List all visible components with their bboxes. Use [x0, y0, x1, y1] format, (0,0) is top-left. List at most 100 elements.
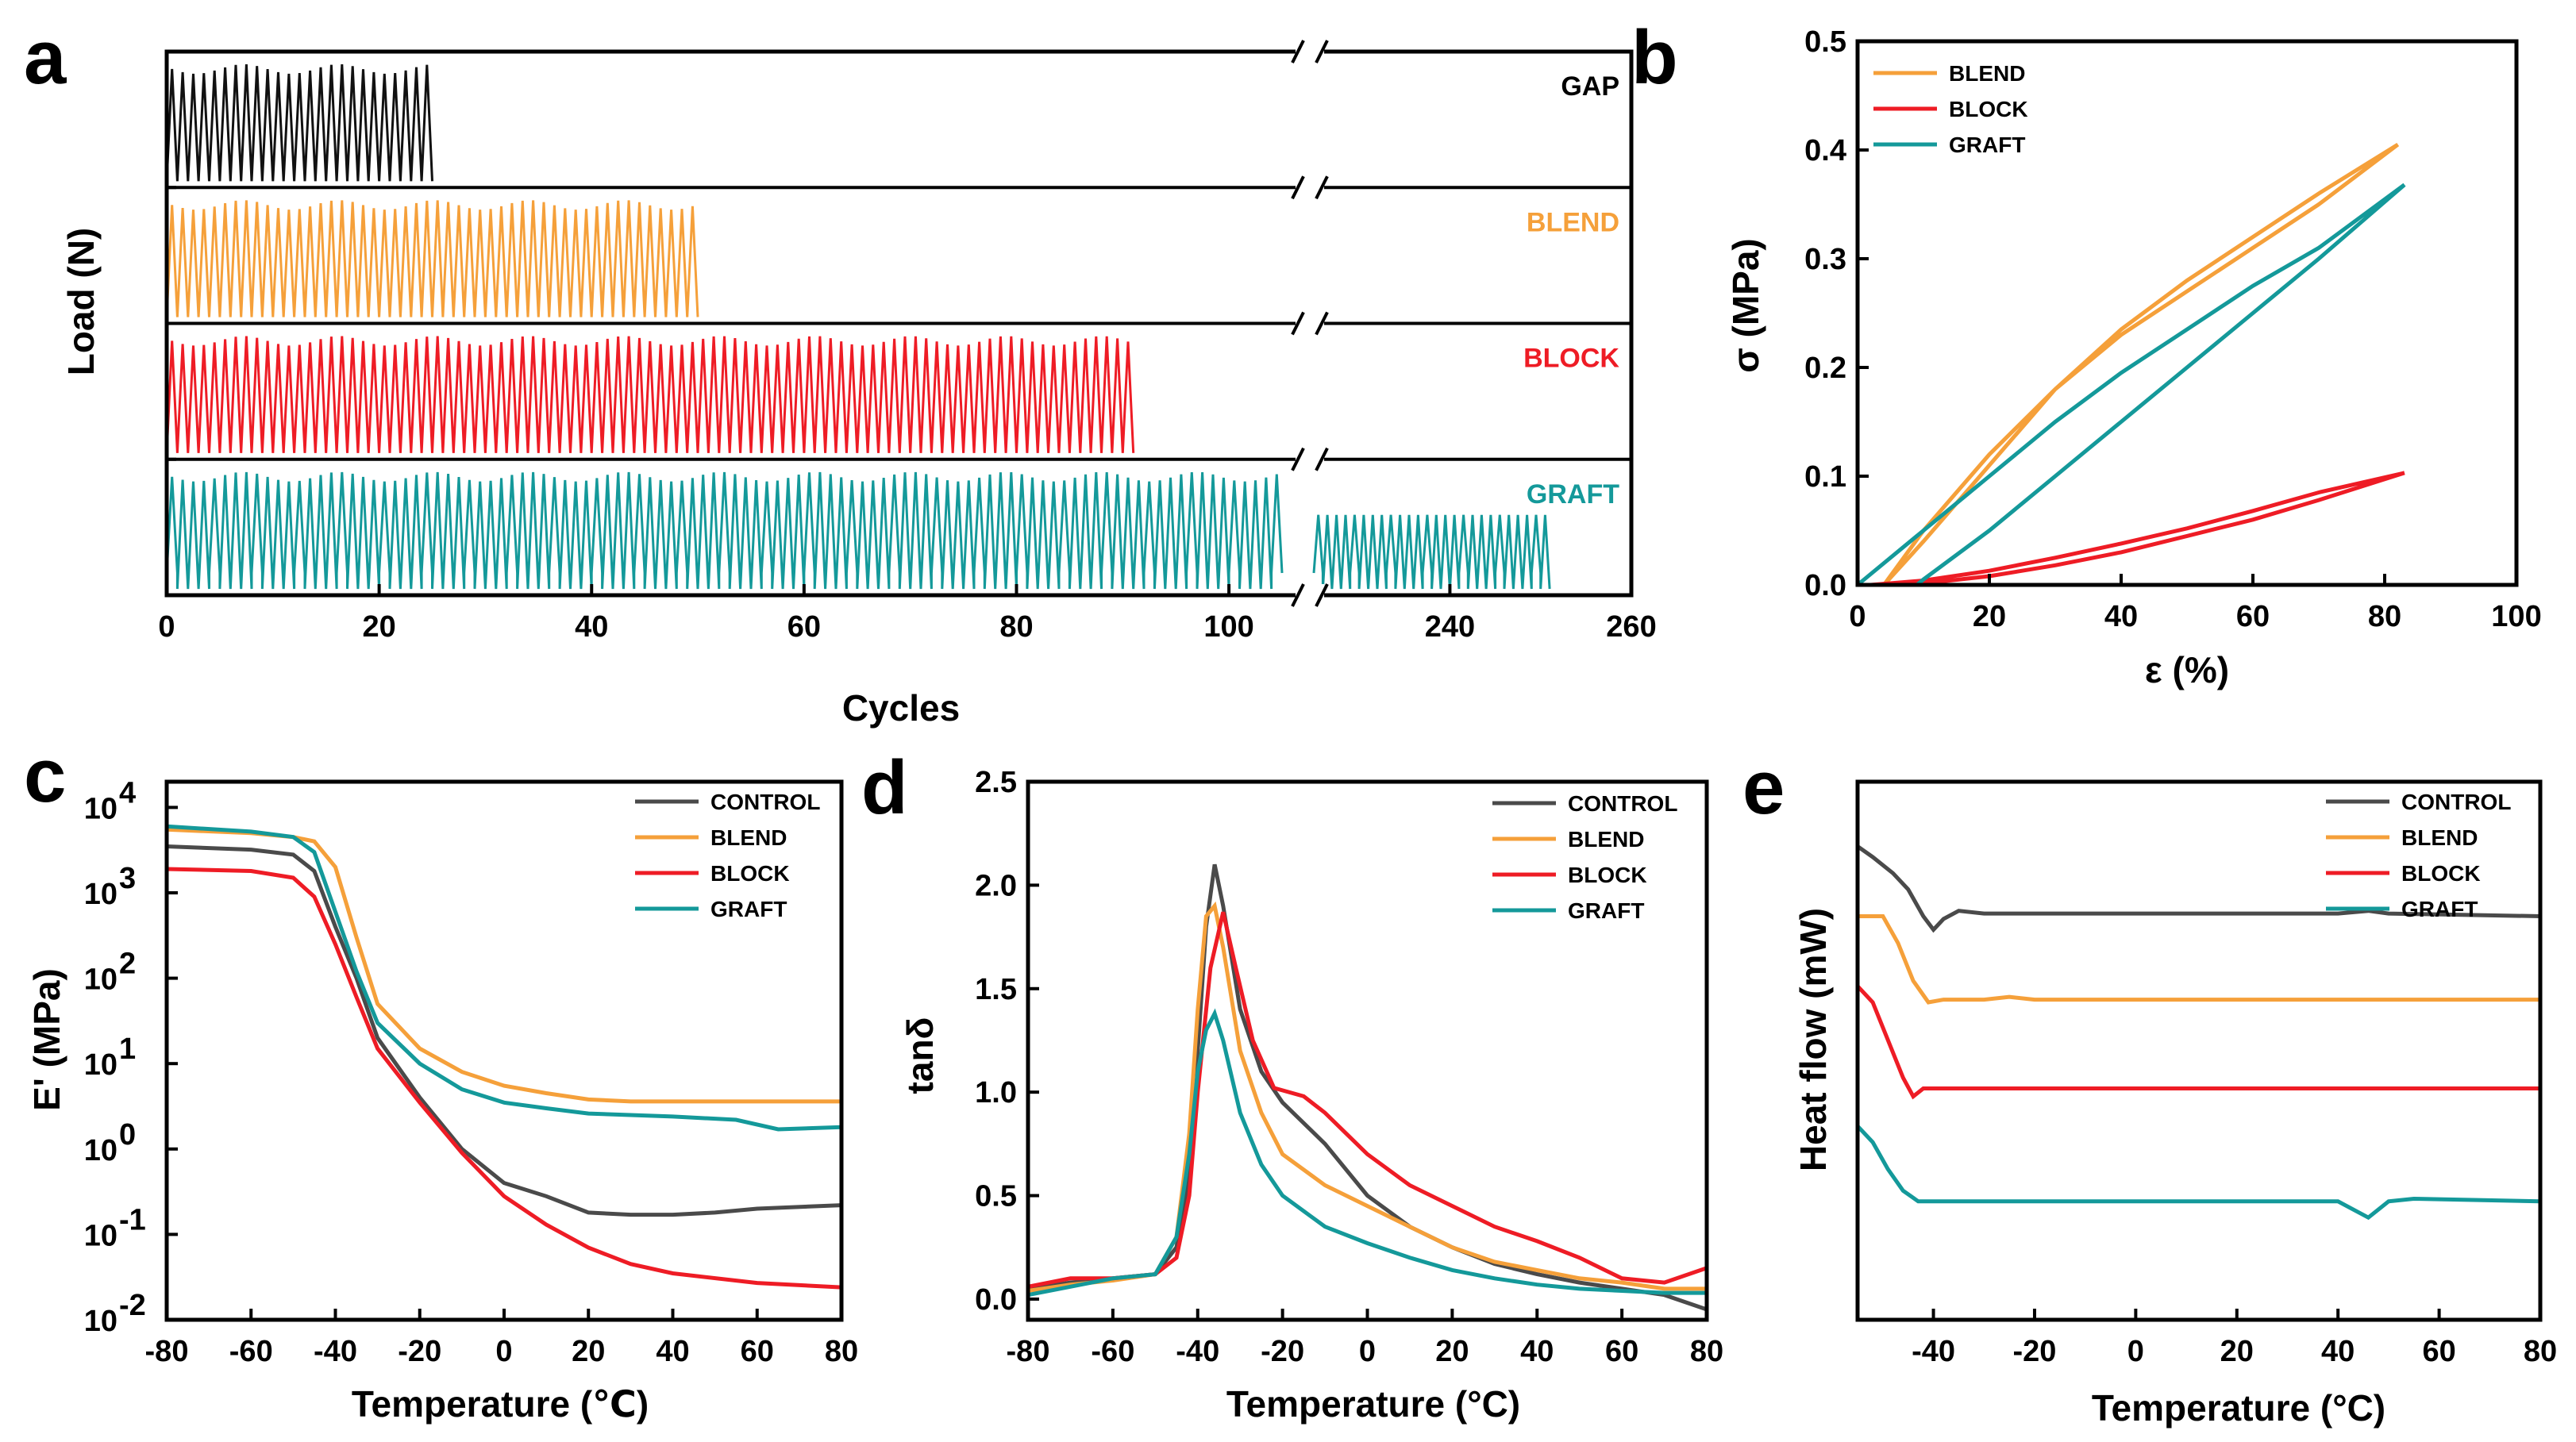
x-tick-label: 80: [1690, 1335, 1723, 1368]
y-tick-label: 1.5: [975, 973, 1017, 1006]
panel-label-e: e: [1742, 745, 1785, 830]
series-blend-line: [1027, 901, 1707, 1293]
series-blend-line: [1858, 914, 2540, 1005]
series-label-gap: GAP: [1561, 71, 1619, 102]
panel-c-xlabel: Temperature (℃): [352, 1383, 649, 1425]
x-tick-label: 80: [999, 610, 1033, 644]
x-tick-label: -40: [314, 1335, 357, 1368]
x-tick-label: 260: [1606, 610, 1656, 644]
legend-label-control: CONTROL: [1568, 791, 1677, 816]
y-tick-label: 2.0: [975, 869, 1017, 902]
x-tick-label: 80: [2368, 600, 2401, 633]
y-tick-exponent: 4: [119, 776, 136, 809]
panel-b-ylabel: σ (MPa): [1725, 238, 1766, 372]
panel-a-plot: GAP BLEND BLOCK GRAFT 0 20 40 60 80 100 240 260: [158, 40, 1657, 644]
y-tick-label: 10: [84, 878, 117, 911]
x-tick-label: 60: [2236, 600, 2270, 633]
series-block-line: [166, 867, 842, 1290]
series-label-block: BLOCK: [1523, 344, 1619, 374]
panel-label-b: b: [1631, 15, 1678, 100]
series-control-line: [166, 844, 842, 1217]
axis-break-mark: [1315, 583, 1329, 607]
legend-label-block: BLOCK: [2401, 861, 2481, 886]
y-tick-exponent: 1: [119, 1032, 136, 1066]
series-block-line: [1027, 911, 1708, 1289]
axis-break-gap: [1296, 312, 1324, 335]
x-tick-label: 0: [158, 610, 175, 644]
y-tick-label: 10: [84, 1048, 117, 1082]
x-tick-label: 40: [575, 610, 608, 644]
x-tick-label: 20: [1973, 600, 2006, 633]
x-tick-label: 240: [1425, 610, 1475, 644]
x-tick-label: 100: [2491, 600, 2541, 633]
panel-d-plot: -80 -60 -40 -20 0 20 40 60 80 0.0 0.5 1.0 1.5 2.0 2.5 C…: [975, 766, 1723, 1368]
x-tick-label: 40: [2321, 1335, 2355, 1368]
y-tick-label: 0.5: [975, 1180, 1017, 1213]
series-graft-line: [166, 824, 842, 1132]
panel-a-fatigue-chart: GAP BLEND BLOCK GRAFT 0 20 40 60 80 100 240 260 Loa…: [60, 40, 1657, 729]
legend-label-graft: GRAFT: [1949, 133, 2025, 157]
series-graft-cycles: [1312, 514, 1551, 590]
y-tick-label: 10: [84, 792, 117, 825]
panel-label-c: c: [24, 733, 66, 818]
y-tick-label: 0.4: [1804, 134, 1846, 167]
y-tick-label: 10: [84, 1305, 117, 1338]
panel-e-heat-flow-chart: -40 -20 0 20 40 60 80 CONTROL BLEND BLOCK GRAFT He…: [1792, 779, 2557, 1429]
legend-label-graft: GRAFT: [710, 897, 787, 921]
axis-break-mark: [1291, 447, 1305, 471]
series-block-loop: [1870, 471, 2405, 587]
x-tick-label: -40: [1912, 1335, 1955, 1368]
panel-b-stress-strain-chart: 0 20 40 60 80 100 0.0 0.1 0.2 0.3 0.4 0.5 BLEND BLOCK…: [1725, 25, 2542, 690]
legend-label-blend: BLEND: [1949, 61, 2025, 86]
panel-label-d: d: [861, 745, 908, 830]
axis-break-mark: [1315, 311, 1329, 336]
y-tick-label: 0.3: [1804, 243, 1846, 276]
x-tick-label: 0: [2127, 1335, 2144, 1368]
legend-label-graft: GRAFT: [1568, 898, 1644, 923]
y-tick-label: 10: [84, 1219, 117, 1252]
x-tick-label: -60: [229, 1335, 273, 1368]
x-tick-label: 20: [572, 1335, 605, 1368]
y-tick-label: 0.5: [1804, 25, 1846, 59]
x-tick-label: -20: [2013, 1335, 2057, 1368]
panel-a-xlabel: Cycles: [842, 687, 960, 729]
y-tick-exponent: -1: [119, 1203, 146, 1236]
series-blend-loop: [1882, 142, 2400, 586]
panel-e-frame: [1855, 779, 2543, 1322]
legend-label-block: BLOCK: [1949, 97, 2028, 121]
y-tick-label: 0.1: [1804, 460, 1846, 494]
axis-break-mark: [1291, 175, 1305, 200]
series-label-graft: GRAFT: [1527, 479, 1619, 510]
y-tick-exponent: 2: [119, 948, 136, 981]
x-tick-label: 0: [1359, 1335, 1376, 1368]
x-tick-label: 60: [787, 610, 821, 644]
legend-label-control: CONTROL: [710, 790, 820, 814]
x-tick-label: -80: [145, 1335, 189, 1368]
series-blend-cycles: [165, 200, 699, 317]
y-tick-label: 10: [84, 963, 117, 997]
x-tick-label: 20: [362, 610, 395, 644]
series-block-cycles: [165, 336, 1135, 453]
panel-b-xlabel: ε (%): [2145, 649, 2229, 690]
x-tick-label: 60: [2422, 1335, 2455, 1368]
x-tick-label: 40: [1520, 1335, 1554, 1368]
x-tick-label: 0: [495, 1335, 512, 1368]
legend-label-blend: BLEND: [2401, 825, 2478, 850]
x-tick-label: -20: [1261, 1335, 1304, 1368]
axis-break-gap: [1296, 584, 1324, 606]
panel-d-ylabel: tanδ: [899, 1017, 941, 1094]
y-tick-label: 0.0: [975, 1283, 1017, 1317]
series-blend-line: [166, 827, 841, 1104]
legend-label-control: CONTROL: [2401, 790, 2511, 814]
x-tick-label: -60: [1091, 1335, 1134, 1368]
x-tick-label: 60: [741, 1335, 774, 1368]
series-graft-loop: [1856, 183, 2406, 586]
legend-label-graft: GRAFT: [2401, 897, 2478, 921]
x-tick-label: 60: [1605, 1335, 1638, 1368]
y-tick-exponent: 0: [119, 1118, 136, 1152]
y-tick-label: 10: [84, 1134, 117, 1167]
series-block-line: [1856, 984, 2540, 1100]
